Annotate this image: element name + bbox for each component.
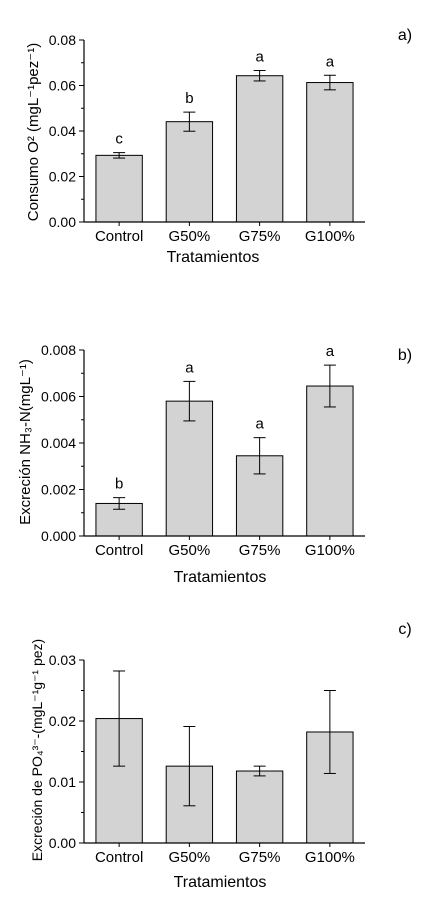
y-tick-label: 0.04	[49, 123, 76, 139]
significance-letter: c	[115, 131, 123, 148]
x-tick-label: G75%	[239, 228, 281, 245]
y-axis-label: Excreción de PO₄³⁻-(mgL⁻¹g⁻¹ pez)	[29, 639, 45, 861]
x-axis-label: Tratamientos	[174, 874, 267, 891]
significance-letter: a	[326, 53, 335, 70]
bar	[165, 121, 214, 223]
y-tick-label: 0.006	[41, 389, 76, 405]
significance-letter: a	[255, 416, 264, 433]
x-axis-label: Tratamientos	[174, 569, 267, 586]
x-axis-label: Tratamientos	[167, 249, 260, 266]
bar	[165, 400, 214, 537]
x-tick-label: G50%	[169, 228, 211, 245]
chart-panel-c: c) Excreción de PO₄³⁻-(mgL⁻¹g⁻¹ pez) Con…	[29, 621, 412, 891]
x-tick-label: Control	[95, 542, 143, 559]
significance-letter: b	[115, 476, 123, 493]
y-tick-label: 0.02	[49, 169, 76, 185]
y-tick-label: 0.03	[49, 652, 76, 668]
y-tick-label: 0.06	[49, 78, 76, 94]
significance-letter: b	[185, 90, 193, 107]
x-tick-label: G75%	[239, 849, 281, 866]
bar	[306, 82, 354, 223]
y-tick-label: 0.008	[41, 342, 76, 358]
y-tick-label: 0.004	[41, 435, 76, 451]
y-tick-label: 0.01	[49, 774, 76, 790]
x-tick-label: Control	[95, 849, 143, 866]
y-axis-label: Excreción NH₃-N(mgL⁻¹)	[17, 359, 34, 525]
x-tick-label: G100%	[305, 849, 355, 866]
bar	[235, 770, 284, 844]
significance-letter: a	[185, 359, 194, 376]
bar	[95, 154, 143, 223]
bar	[235, 75, 284, 223]
y-tick-label: 0.08	[49, 32, 76, 48]
plot-area: Control G50% G75% G100% 0.00 0.01 0.02 0.03	[49, 652, 365, 866]
y-tick-label: 0.00	[49, 835, 76, 851]
y-tick-label: 0.00	[49, 214, 76, 230]
chart-panel-a: a) Consumo O² (mgL⁻¹pez⁻¹) c Control b G50%…	[25, 27, 412, 266]
x-tick-label: G75%	[239, 542, 281, 559]
panel-label: b)	[398, 347, 412, 364]
y-axis-label: Consumo O² (mgL⁻¹pez⁻¹)	[25, 43, 42, 221]
bar	[306, 385, 354, 537]
significance-letter: a	[326, 343, 335, 360]
chart-panel-b: b) Excreción NH₃-N(mgL⁻¹) b Control a G50% a…	[17, 342, 412, 586]
plot-area: b Control a G50% a G75% a G100% 0.000 0.002 0.004 0…	[41, 342, 365, 559]
y-tick-label: 0.02	[49, 713, 76, 729]
panel-label: c)	[398, 621, 411, 638]
panel-label: a)	[398, 27, 412, 44]
significance-letter: a	[255, 48, 264, 65]
x-tick-label: G50%	[169, 849, 211, 866]
x-tick-label: G100%	[305, 542, 355, 559]
y-tick-label: 0.000	[41, 528, 76, 544]
plot-area: c Control b G50% a G75% a G100% 0.00 0.02 0.04 0.06…	[49, 32, 365, 245]
y-tick-label: 0.002	[41, 482, 76, 498]
x-tick-label: G50%	[169, 542, 211, 559]
x-tick-label: Control	[95, 228, 143, 245]
x-tick-label: G100%	[305, 228, 355, 245]
